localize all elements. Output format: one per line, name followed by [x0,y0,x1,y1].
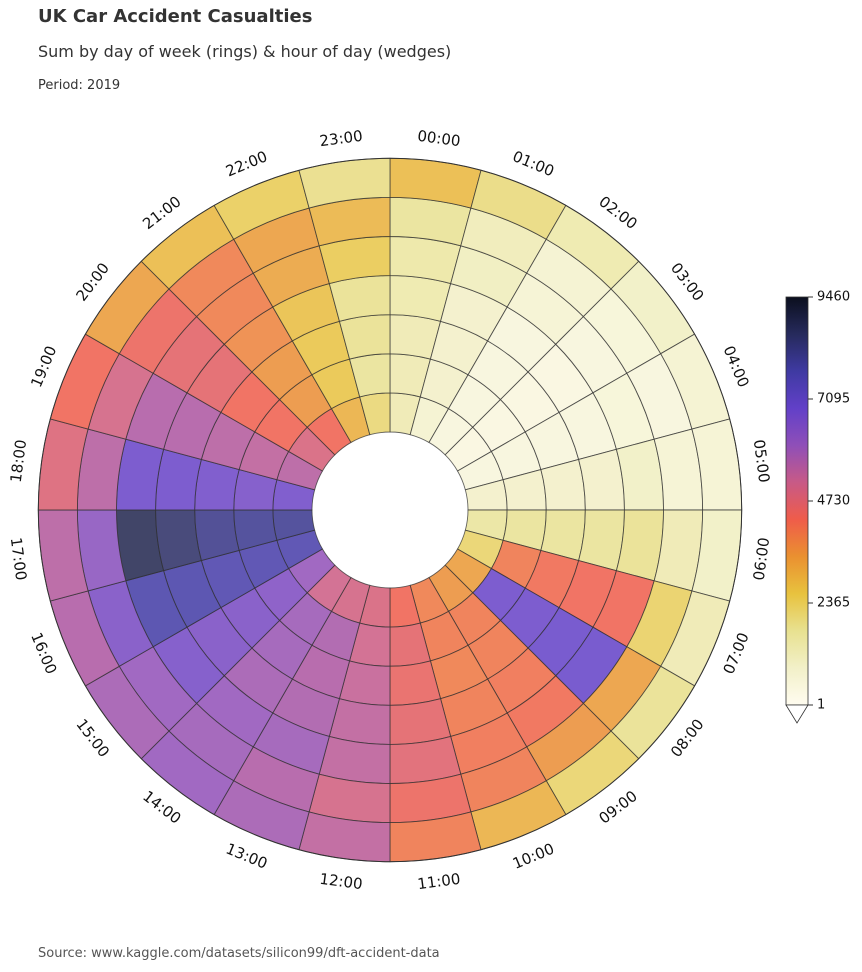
hour-label: 13:00 [223,840,270,873]
hour-label: 21:00 [139,192,184,233]
colorbar-gradient [785,296,809,706]
colorbar-tick-label: 2365 [817,596,850,611]
heatmap-cells [37,157,743,863]
heatmap-cell [328,275,391,322]
heatmap-cell [155,448,202,511]
hour-label: 22:00 [223,147,270,180]
hour-label: 16:00 [27,630,60,677]
hour-label: 19:00 [27,343,60,390]
heatmap-cell [389,275,452,322]
outer-ring [37,157,743,863]
heatmap-cell [328,698,391,745]
colorbar-tick-label: 1 [817,698,825,713]
hour-label: 09:00 [595,787,640,828]
hour-label: 06:00 [750,536,773,581]
hour-label: 23:00 [318,127,363,150]
heatmap-cell [155,509,202,572]
period-label: Period: 2019 [38,78,121,93]
hour-label: 11:00 [416,870,461,893]
hour-label: 17:00 [7,536,30,581]
hour-label: 02:00 [595,192,640,233]
colorbar-extend-arrow [785,704,809,724]
colorbar-tick-label: 9460 [817,290,850,305]
hour-label: 12:00 [318,870,363,893]
hour-label: 01:00 [510,147,557,180]
hour-label: 00:00 [416,127,461,150]
heatmap-cell [578,509,625,572]
hour-label: 14:00 [139,787,184,828]
hour-label: 18:00 [7,438,30,483]
colorbar-tick-label: 4730 [817,494,850,509]
source-note: Source: www.kaggle.com/datasets/silicon9… [38,946,440,961]
hour-label: 20:00 [72,259,113,304]
hour-label: 15:00 [72,715,113,760]
hour-label: 10:00 [510,840,557,873]
colorbar: 9460 7095 4730 2365 1 [785,290,850,724]
colorbar-tick-label: 7095 [817,392,850,407]
hour-label: 04:00 [720,343,753,390]
hour-label: 03:00 [667,259,708,304]
hour-label: 07:00 [720,630,753,677]
chart-title: UK Car Accident Casualties [38,6,313,27]
hour-label: 08:00 [667,715,708,760]
heatmap-cell [578,448,625,511]
hour-label: 05:00 [750,438,773,483]
heatmap-cell [389,698,452,745]
chart-subtitle: Sum by day of week (rings) & hour of day… [38,42,452,61]
